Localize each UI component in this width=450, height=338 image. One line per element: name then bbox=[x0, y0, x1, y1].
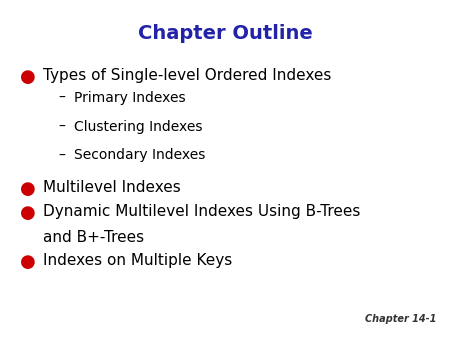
Text: Clustering Indexes: Clustering Indexes bbox=[74, 120, 203, 134]
Text: –: – bbox=[58, 120, 65, 134]
Text: Chapter 14-1: Chapter 14-1 bbox=[365, 314, 436, 324]
Text: Secondary Indexes: Secondary Indexes bbox=[74, 148, 206, 162]
Text: Primary Indexes: Primary Indexes bbox=[74, 91, 186, 105]
Text: –: – bbox=[58, 91, 65, 105]
Text: Multilevel Indexes: Multilevel Indexes bbox=[43, 180, 180, 195]
Text: ●: ● bbox=[20, 180, 36, 198]
Text: Dynamic Multilevel Indexes Using B-Trees: Dynamic Multilevel Indexes Using B-Trees bbox=[43, 204, 360, 219]
Text: and B+-Trees: and B+-Trees bbox=[43, 230, 144, 245]
Text: Indexes on Multiple Keys: Indexes on Multiple Keys bbox=[43, 254, 232, 268]
Text: Chapter Outline: Chapter Outline bbox=[138, 24, 312, 43]
Text: –: – bbox=[58, 148, 65, 162]
Text: ●: ● bbox=[20, 254, 36, 271]
Text: ●: ● bbox=[20, 68, 36, 86]
Text: ●: ● bbox=[20, 204, 36, 222]
Text: Types of Single-level Ordered Indexes: Types of Single-level Ordered Indexes bbox=[43, 68, 331, 82]
